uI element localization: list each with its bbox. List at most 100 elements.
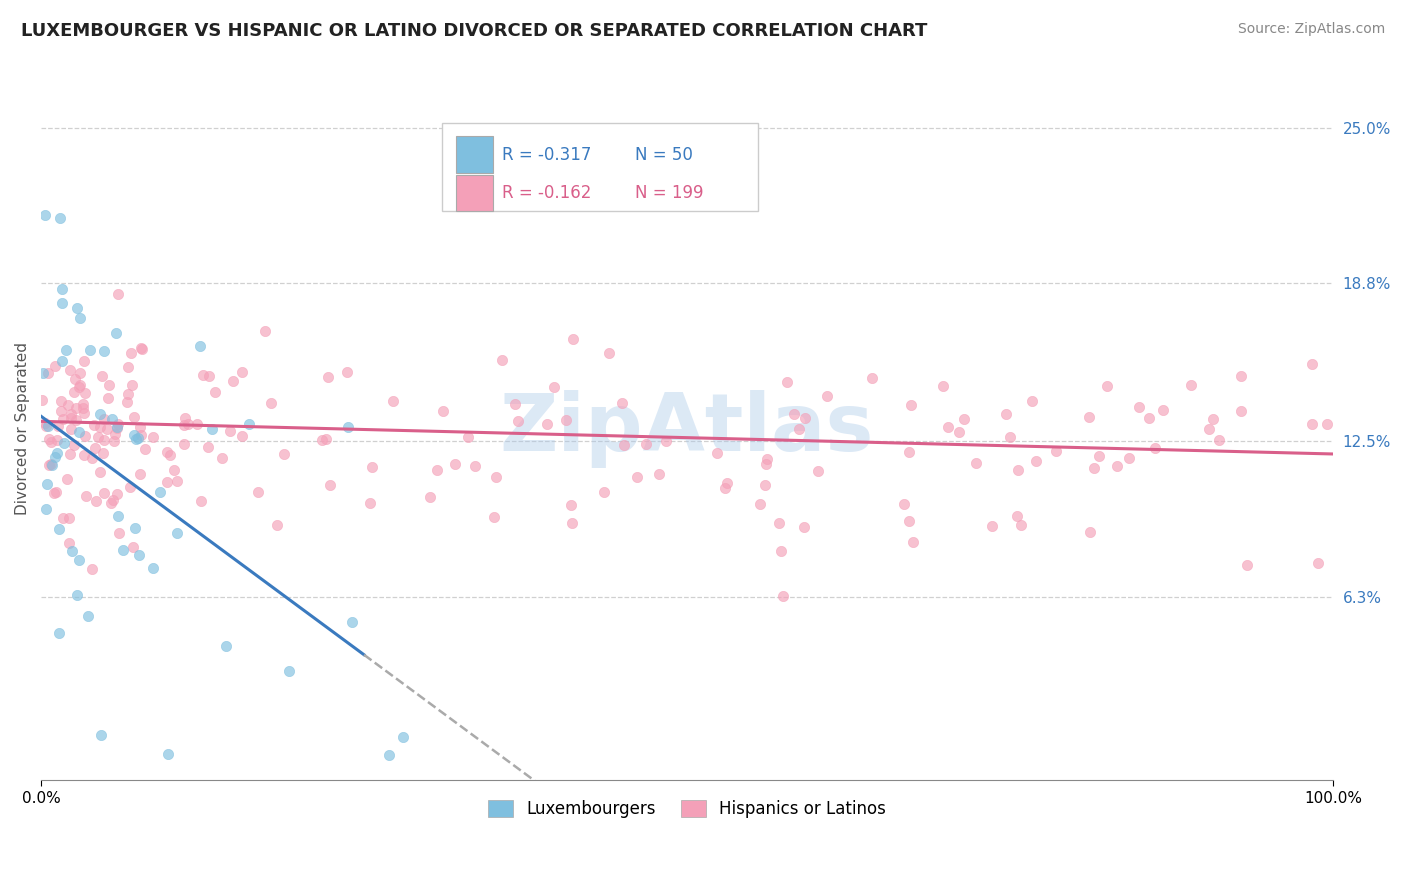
Point	[360, 460, 382, 475]
FancyBboxPatch shape	[456, 136, 494, 173]
Point	[177, 417, 200, 431]
Point	[38, 458, 60, 472]
Y-axis label: Divorced or Separated: Divorced or Separated	[15, 343, 30, 516]
Point	[464, 459, 486, 474]
Point	[1087, 450, 1109, 464]
Point	[505, 397, 527, 411]
Point	[73, 406, 96, 420]
Point	[654, 434, 676, 448]
Point	[100, 412, 122, 426]
Point	[131, 342, 153, 356]
Point	[191, 368, 214, 383]
Point	[561, 332, 583, 346]
Point	[273, 447, 295, 461]
Point	[772, 589, 794, 603]
Point	[1007, 509, 1029, 524]
Point	[93, 343, 115, 358]
Point	[981, 519, 1004, 533]
Point	[598, 345, 620, 359]
Point	[315, 432, 337, 446]
Point	[706, 446, 728, 460]
Point	[90, 728, 112, 742]
Point	[1077, 410, 1099, 425]
Point	[104, 326, 127, 340]
Point	[149, 484, 172, 499]
Point	[266, 517, 288, 532]
Point	[37, 477, 59, 491]
Point	[260, 396, 283, 410]
Point	[31, 393, 53, 408]
Point	[900, 398, 922, 412]
Point	[648, 467, 671, 482]
Point	[768, 516, 790, 530]
Point	[316, 369, 339, 384]
Point	[278, 664, 301, 678]
Point	[93, 486, 115, 500]
Point	[253, 324, 276, 338]
Point	[336, 366, 359, 380]
Point	[117, 386, 139, 401]
Point	[72, 401, 94, 416]
Point	[44, 450, 66, 464]
Point	[41, 458, 63, 473]
Point	[39, 434, 62, 449]
Point	[105, 486, 128, 500]
Point	[86, 494, 108, 508]
Point	[231, 365, 253, 379]
Point	[247, 484, 270, 499]
Point	[52, 412, 75, 426]
Point	[59, 363, 82, 377]
Point	[156, 475, 179, 490]
Point	[142, 430, 165, 444]
Point	[444, 457, 467, 471]
Point	[118, 479, 141, 493]
Point	[125, 432, 148, 446]
Point	[1118, 450, 1140, 465]
Point	[1202, 412, 1225, 426]
Point	[122, 541, 145, 555]
Point	[166, 525, 188, 540]
Point	[105, 421, 128, 435]
Point	[49, 404, 72, 418]
Point	[35, 502, 58, 516]
Point	[129, 428, 152, 442]
Point	[1105, 459, 1128, 474]
Point	[111, 542, 134, 557]
Point	[756, 451, 779, 466]
Point	[1007, 463, 1029, 477]
Point	[782, 407, 804, 421]
Point	[73, 448, 96, 462]
Point	[337, 420, 360, 434]
Point	[79, 343, 101, 358]
Point	[897, 444, 920, 458]
Point	[714, 481, 737, 495]
Point	[67, 553, 90, 567]
Point	[51, 393, 73, 408]
Point	[117, 360, 139, 375]
Point	[1208, 433, 1230, 447]
Point	[1180, 377, 1202, 392]
Point	[1301, 417, 1323, 432]
Point	[749, 497, 772, 511]
Point	[634, 437, 657, 451]
Point	[392, 730, 415, 744]
Point	[107, 286, 129, 301]
Point	[419, 491, 441, 505]
Point	[58, 536, 80, 550]
Point	[82, 450, 104, 465]
Point	[173, 437, 195, 451]
Point	[52, 511, 75, 525]
Point	[1236, 558, 1258, 572]
Point	[560, 498, 582, 512]
Point	[89, 407, 111, 421]
Point	[998, 430, 1021, 444]
Point	[129, 341, 152, 355]
Point	[45, 434, 67, 448]
Point	[34, 417, 56, 431]
Point	[56, 398, 79, 412]
Point	[793, 411, 815, 425]
Point	[98, 377, 121, 392]
Text: R = -0.317: R = -0.317	[502, 145, 592, 163]
Point	[59, 408, 82, 422]
Point	[1128, 400, 1150, 414]
